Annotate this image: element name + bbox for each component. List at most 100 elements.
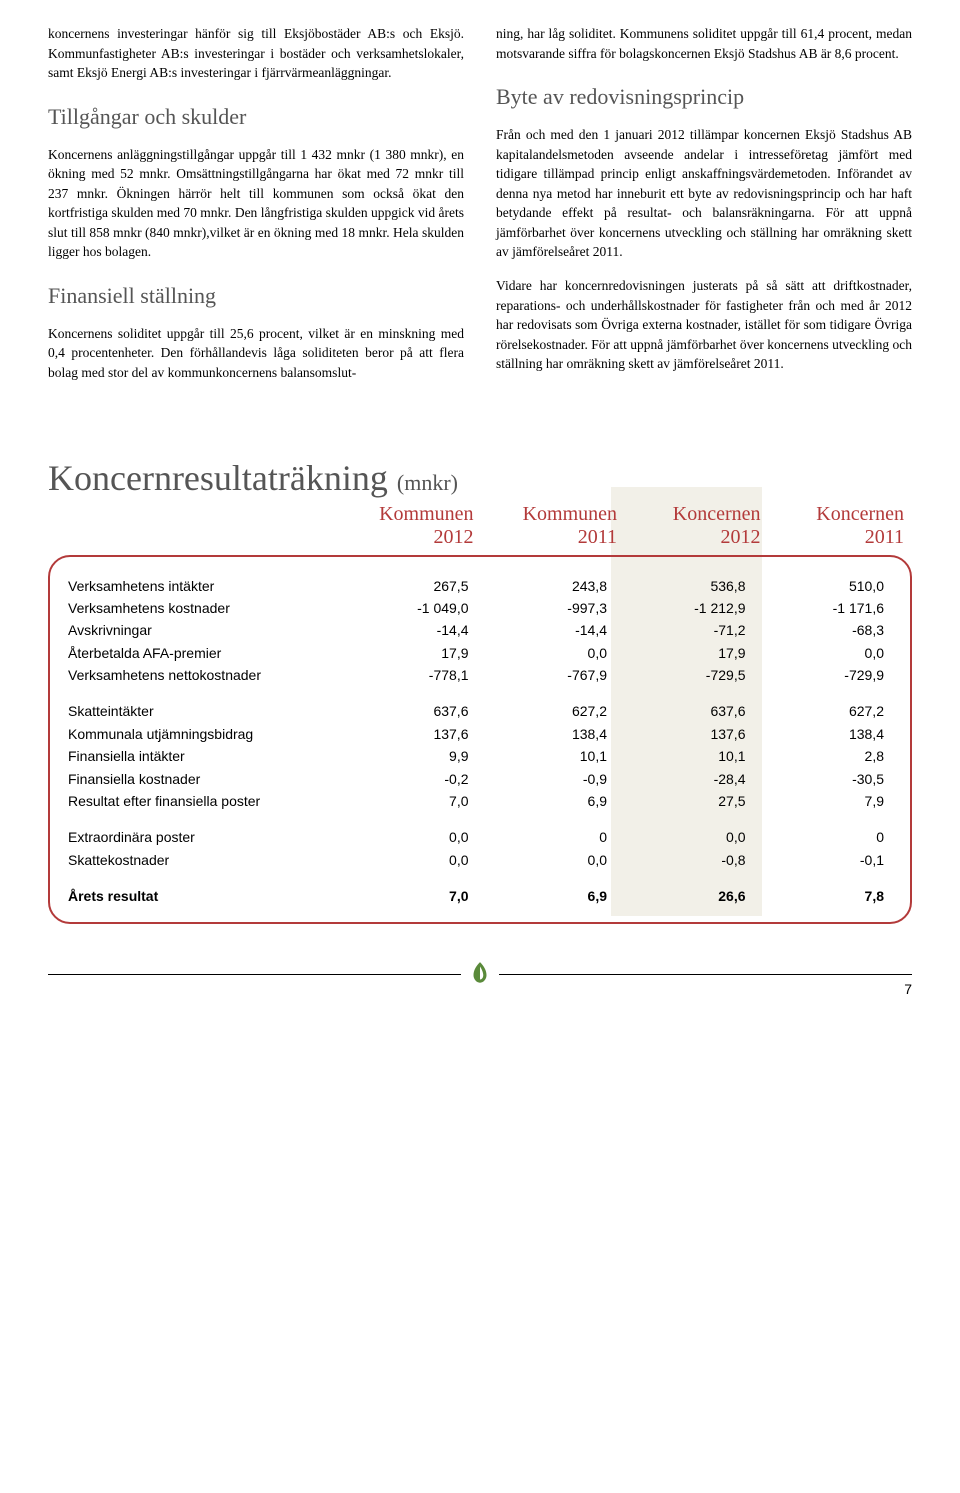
row-value: -1 212,9 bbox=[615, 597, 754, 619]
heading-byte: Byte av redovisningsprincip bbox=[496, 81, 912, 113]
row-value: -14,4 bbox=[477, 619, 616, 641]
row-value: -778,1 bbox=[338, 664, 477, 686]
table-row: Verksamhetens kostnader-1 049,0-997,3-1 … bbox=[68, 597, 892, 619]
row-value: 7,8 bbox=[754, 885, 893, 907]
row-value: -71,2 bbox=[615, 619, 754, 641]
row-label: Verksamhetens nettokostnader bbox=[68, 664, 338, 686]
row-value: 510,0 bbox=[754, 575, 893, 597]
row-value: -997,3 bbox=[477, 597, 616, 619]
row-label: Extraordinära poster bbox=[68, 826, 338, 848]
para: Koncernens anläggningstillgångar uppgår … bbox=[48, 145, 464, 262]
row-value: 2,8 bbox=[754, 745, 893, 767]
para: Vidare har koncernredovisningen justerat… bbox=[496, 276, 912, 374]
table-row: Årets resultat7,06,926,67,8 bbox=[68, 885, 892, 907]
data-table: Verksamhetens intäkter267,5243,8536,8510… bbox=[48, 555, 912, 924]
header-year: 2012 bbox=[338, 526, 474, 549]
row-value: 27,5 bbox=[615, 790, 754, 812]
header-col-2: Kommunen 2011 bbox=[482, 503, 626, 549]
row-value: 17,9 bbox=[615, 642, 754, 664]
row-value: 137,6 bbox=[615, 723, 754, 745]
row-value: 17,9 bbox=[338, 642, 477, 664]
table-row: Finansiella kostnader-0,2-0,9-28,4-30,5 bbox=[68, 768, 892, 790]
table-row: Skattekostnader0,00,0-0,8-0,1 bbox=[68, 849, 892, 871]
row-value: 7,0 bbox=[338, 790, 477, 812]
table-title-main: Koncernresultaträkning bbox=[48, 458, 388, 498]
right-column: ning, har låg soliditet. Kommunens solid… bbox=[496, 24, 912, 397]
header-col-4: Koncernen 2011 bbox=[769, 503, 913, 549]
table-row: Skatteintäkter637,6627,2637,6627,2 bbox=[68, 700, 892, 722]
header-col-1: Kommunen 2012 bbox=[338, 503, 482, 549]
table-row: Återbetalda AFA-premier17,90,017,90,0 bbox=[68, 642, 892, 664]
header-top: Koncernen bbox=[673, 503, 761, 525]
row-value: 6,9 bbox=[477, 885, 616, 907]
row-value: -0,1 bbox=[754, 849, 893, 871]
table-row: Kommunala utjämningsbidrag137,6138,4137,… bbox=[68, 723, 892, 745]
table-title: Koncernresultaträkning (mnkr) bbox=[48, 457, 912, 499]
para: Från och med den 1 januari 2012 tillämpa… bbox=[496, 125, 912, 262]
table-row: Verksamhetens nettokostnader-778,1-767,9… bbox=[68, 664, 892, 686]
table-row: Extraordinära poster0,000,00 bbox=[68, 826, 892, 848]
row-value: 0,0 bbox=[338, 826, 477, 848]
row-value: 7,0 bbox=[338, 885, 477, 907]
row-value: -1 049,0 bbox=[338, 597, 477, 619]
row-label: Finansiella intäkter bbox=[68, 745, 338, 767]
row-value: 637,6 bbox=[338, 700, 477, 722]
row-value: 9,9 bbox=[338, 745, 477, 767]
row-value: 26,6 bbox=[615, 885, 754, 907]
row-value: 10,1 bbox=[477, 745, 616, 767]
header-col-3: Koncernen 2012 bbox=[625, 503, 769, 549]
table-title-sub: (mnkr) bbox=[397, 470, 458, 495]
table-row: Resultat efter finansiella poster7,06,92… bbox=[68, 790, 892, 812]
header-year: 2011 bbox=[482, 526, 618, 549]
row-value: 0,0 bbox=[477, 642, 616, 664]
header-spacer bbox=[48, 503, 338, 549]
row-spacer bbox=[68, 812, 892, 826]
row-label: Återbetalda AFA-premier bbox=[68, 642, 338, 664]
table-header-row: Kommunen 2012 Kommunen 2011 Koncernen 20… bbox=[48, 503, 912, 549]
row-value: -0,9 bbox=[477, 768, 616, 790]
heading-finansiell: Finansiell ställning bbox=[48, 280, 464, 312]
row-value: -68,3 bbox=[754, 619, 893, 641]
para: koncernens investeringar hänför sig till… bbox=[48, 24, 464, 83]
row-value: 536,8 bbox=[615, 575, 754, 597]
table-row: Avskrivningar-14,4-14,4-71,2-68,3 bbox=[68, 619, 892, 641]
row-value: 138,4 bbox=[477, 723, 616, 745]
row-value: 0,0 bbox=[615, 826, 754, 848]
row-label: Finansiella kostnader bbox=[68, 768, 338, 790]
para: ning, har låg soliditet. Kommunens solid… bbox=[496, 24, 912, 63]
row-value: 0,0 bbox=[477, 849, 616, 871]
row-value: 0 bbox=[477, 826, 616, 848]
row-value: -30,5 bbox=[754, 768, 893, 790]
table-row: Verksamhetens intäkter267,5243,8536,8510… bbox=[68, 575, 892, 597]
row-value: -28,4 bbox=[615, 768, 754, 790]
header-top: Kommunen bbox=[379, 503, 473, 525]
row-value: 243,8 bbox=[477, 575, 616, 597]
row-value: 0,0 bbox=[754, 642, 893, 664]
leaf-icon bbox=[461, 960, 499, 992]
row-spacer bbox=[68, 686, 892, 700]
row-label: Skattekostnader bbox=[68, 849, 338, 871]
row-spacer bbox=[68, 871, 892, 885]
row-label: Årets resultat bbox=[68, 885, 338, 907]
row-value: 627,2 bbox=[477, 700, 616, 722]
row-value: 0 bbox=[754, 826, 893, 848]
row-value: 7,9 bbox=[754, 790, 893, 812]
header-year: 2011 bbox=[769, 526, 905, 549]
row-value: 627,2 bbox=[754, 700, 893, 722]
row-value: -14,4 bbox=[338, 619, 477, 641]
row-label: Verksamhetens kostnader bbox=[68, 597, 338, 619]
row-value: 138,4 bbox=[754, 723, 893, 745]
row-value: 637,6 bbox=[615, 700, 754, 722]
row-value: 0,0 bbox=[338, 849, 477, 871]
row-value: 10,1 bbox=[615, 745, 754, 767]
row-value: 137,6 bbox=[338, 723, 477, 745]
heading-tillgangar: Tillgångar och skulder bbox=[48, 101, 464, 133]
row-value: -729,9 bbox=[754, 664, 893, 686]
row-value: -1 171,6 bbox=[754, 597, 893, 619]
row-label: Kommunala utjämningsbidrag bbox=[68, 723, 338, 745]
header-top: Kommunen bbox=[523, 503, 617, 525]
header-year: 2012 bbox=[625, 526, 761, 549]
footer bbox=[48, 974, 912, 975]
row-value: 6,9 bbox=[477, 790, 616, 812]
row-value: -729,5 bbox=[615, 664, 754, 686]
